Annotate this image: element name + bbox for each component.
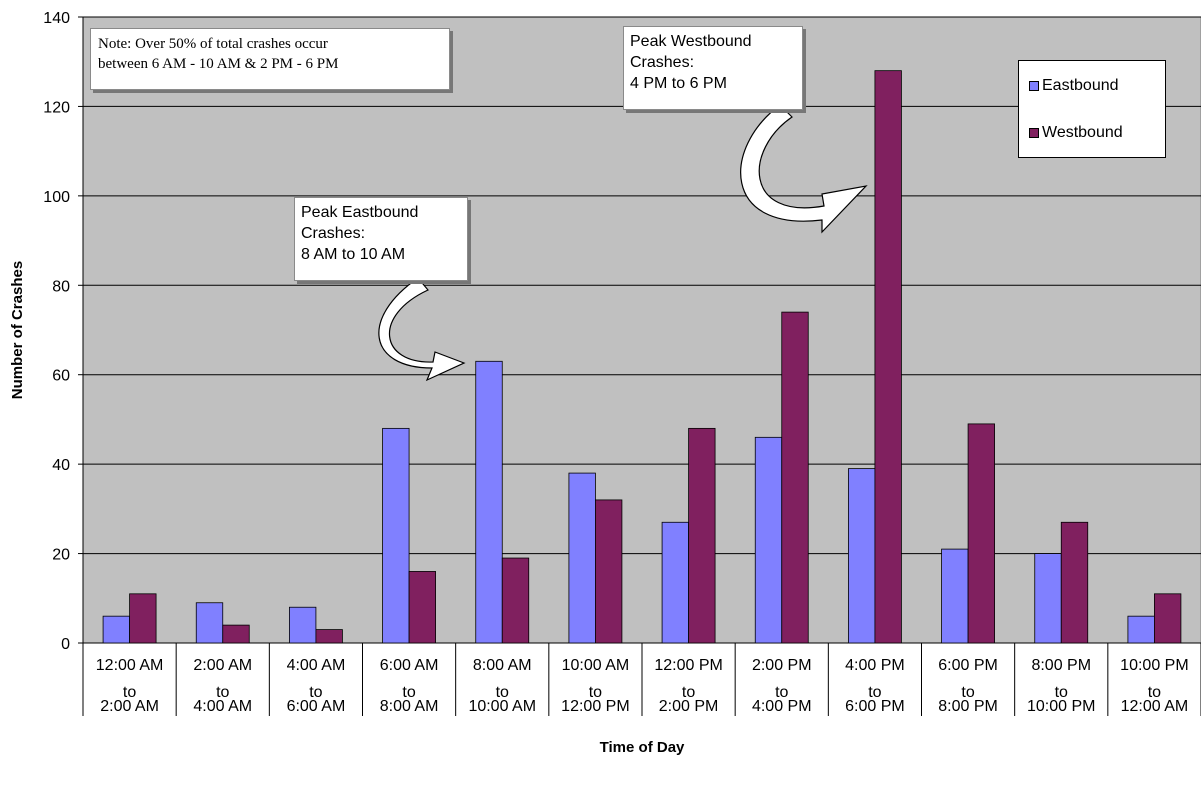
legend-label-eastbound: Eastbound xyxy=(1042,77,1119,94)
plot-area xyxy=(82,16,1201,644)
legend-item-eastbound: Eastbound xyxy=(1029,77,1119,95)
x-category-label: 8:00 PM xyxy=(1031,657,1091,674)
x-category-label: 2:00 AM xyxy=(100,698,159,715)
x-category-label: 10:00 PM xyxy=(1027,698,1095,715)
x-axis-title: Time of Day xyxy=(600,739,685,756)
y-axis-title: Number of Crashes xyxy=(9,261,26,399)
x-category-label: to xyxy=(868,684,881,701)
bar-eastbound xyxy=(941,548,969,644)
bar-eastbound xyxy=(102,615,130,644)
legend: Eastbound Westbound xyxy=(1018,60,1166,158)
bar-westbound xyxy=(315,629,343,644)
x-category-label: 8:00 AM xyxy=(473,657,532,674)
x-category-label: to xyxy=(589,684,602,701)
y-tick-label: 120 xyxy=(43,99,70,116)
legend-label-westbound: Westbound xyxy=(1042,124,1123,141)
x-category-label: to xyxy=(123,684,136,701)
eastbound-callout-arrow xyxy=(378,277,466,382)
y-tick-label: 100 xyxy=(43,189,70,206)
bar-westbound xyxy=(781,311,809,644)
callout-arrows xyxy=(378,104,868,382)
bar-eastbound xyxy=(568,472,596,644)
bar-westbound xyxy=(129,593,157,644)
x-category-label: 2:00 AM xyxy=(193,657,252,674)
bar-eastbound xyxy=(661,521,689,644)
x-category-label: to xyxy=(1055,684,1068,701)
peak-eastbound-line-1: Peak Eastbound xyxy=(301,204,419,221)
x-category-label: to xyxy=(496,684,509,701)
x-category-label: 8:00 PM xyxy=(938,698,998,715)
x-category-label: 10:00 AM xyxy=(562,657,630,674)
bar-eastbound xyxy=(1034,553,1062,644)
y-tick-label: 140 xyxy=(43,10,70,27)
peak-westbound-callout: Peak Westbound Crashes: 4 PM to 6 PM xyxy=(623,26,803,110)
x-category-label: to xyxy=(1148,684,1161,701)
bar-eastbound xyxy=(289,606,317,644)
x-category-label: 10:00 PM xyxy=(1120,657,1188,674)
bar-westbound xyxy=(222,624,250,644)
x-category-label: 12:00 AM xyxy=(96,657,164,674)
bar-westbound xyxy=(595,499,623,644)
x-category-label: 4:00 PM xyxy=(845,657,905,674)
peak-westbound-line-2: Crashes: xyxy=(630,54,695,71)
legend-swatch-eastbound xyxy=(1029,81,1039,91)
legend-item-westbound: Westbound xyxy=(1029,124,1123,142)
y-tick-label: 20 xyxy=(52,547,70,564)
peak-eastbound-line-2: Crashes: xyxy=(301,225,366,242)
bar-eastbound xyxy=(382,427,410,644)
bar-westbound xyxy=(408,571,436,644)
x-category-label: to xyxy=(216,684,229,701)
x-category-label: 4:00 AM xyxy=(287,657,346,674)
x-category-label: 12:00 PM xyxy=(654,657,722,674)
note-line-1: Note: Over 50% of total crashes occur xyxy=(98,36,328,52)
note-line-2: between 6 AM - 10 AM & 2 PM - 6 PM xyxy=(98,56,339,72)
bar-eastbound xyxy=(1127,615,1155,644)
bar-eastbound xyxy=(195,602,224,644)
bar-westbound xyxy=(1060,521,1089,644)
bar-westbound xyxy=(501,557,530,644)
bar-westbound xyxy=(1154,593,1182,644)
x-category-label: 2:00 PM xyxy=(752,657,812,674)
bar-westbound xyxy=(967,423,995,644)
bar-westbound xyxy=(874,70,902,644)
note-callout: Note: Over 50% of total crashes occur be… xyxy=(90,28,450,90)
y-tick-label: 80 xyxy=(52,278,70,295)
x-category-label: 8:00 AM xyxy=(380,698,439,715)
x-category-label: 6:00 PM xyxy=(845,698,905,715)
peak-westbound-line-3: 4 PM to 6 PM xyxy=(630,75,727,92)
x-category-label: 4:00 AM xyxy=(193,698,252,715)
x-category-label: to xyxy=(402,684,415,701)
gridlines xyxy=(83,16,1201,555)
x-category-label: 10:00 AM xyxy=(468,698,536,715)
bar-westbound xyxy=(688,427,716,644)
x-category-label: 6:00 PM xyxy=(938,657,998,674)
bars xyxy=(102,70,1182,644)
x-category-label: to xyxy=(309,684,322,701)
legend-swatch-westbound xyxy=(1029,128,1039,138)
bar-eastbound xyxy=(754,436,783,644)
peak-eastbound-line-3: 8 AM to 10 AM xyxy=(301,246,406,263)
peak-westbound-line-1: Peak Westbound xyxy=(630,33,752,50)
bar-eastbound xyxy=(475,360,503,644)
westbound-callout-arrow xyxy=(740,104,868,234)
peak-eastbound-callout: Peak Eastbound Crashes: 8 AM to 10 AM xyxy=(294,197,468,281)
x-category-label: to xyxy=(682,684,695,701)
x-category-label: to xyxy=(775,684,788,701)
x-category-label: 6:00 AM xyxy=(380,657,439,674)
x-category-label: 2:00 PM xyxy=(659,698,719,715)
x-category-label: 12:00 PM xyxy=(561,698,629,715)
bar-eastbound xyxy=(848,468,876,644)
x-category-label: to xyxy=(961,684,974,701)
x-category-label: 6:00 AM xyxy=(287,698,346,715)
y-tick-label: 40 xyxy=(52,457,70,474)
y-tick-label: 0 xyxy=(61,636,70,653)
x-category-label: 4:00 PM xyxy=(752,698,812,715)
x-category-label: 12:00 AM xyxy=(1121,698,1189,715)
y-tick-label: 60 xyxy=(52,368,70,385)
